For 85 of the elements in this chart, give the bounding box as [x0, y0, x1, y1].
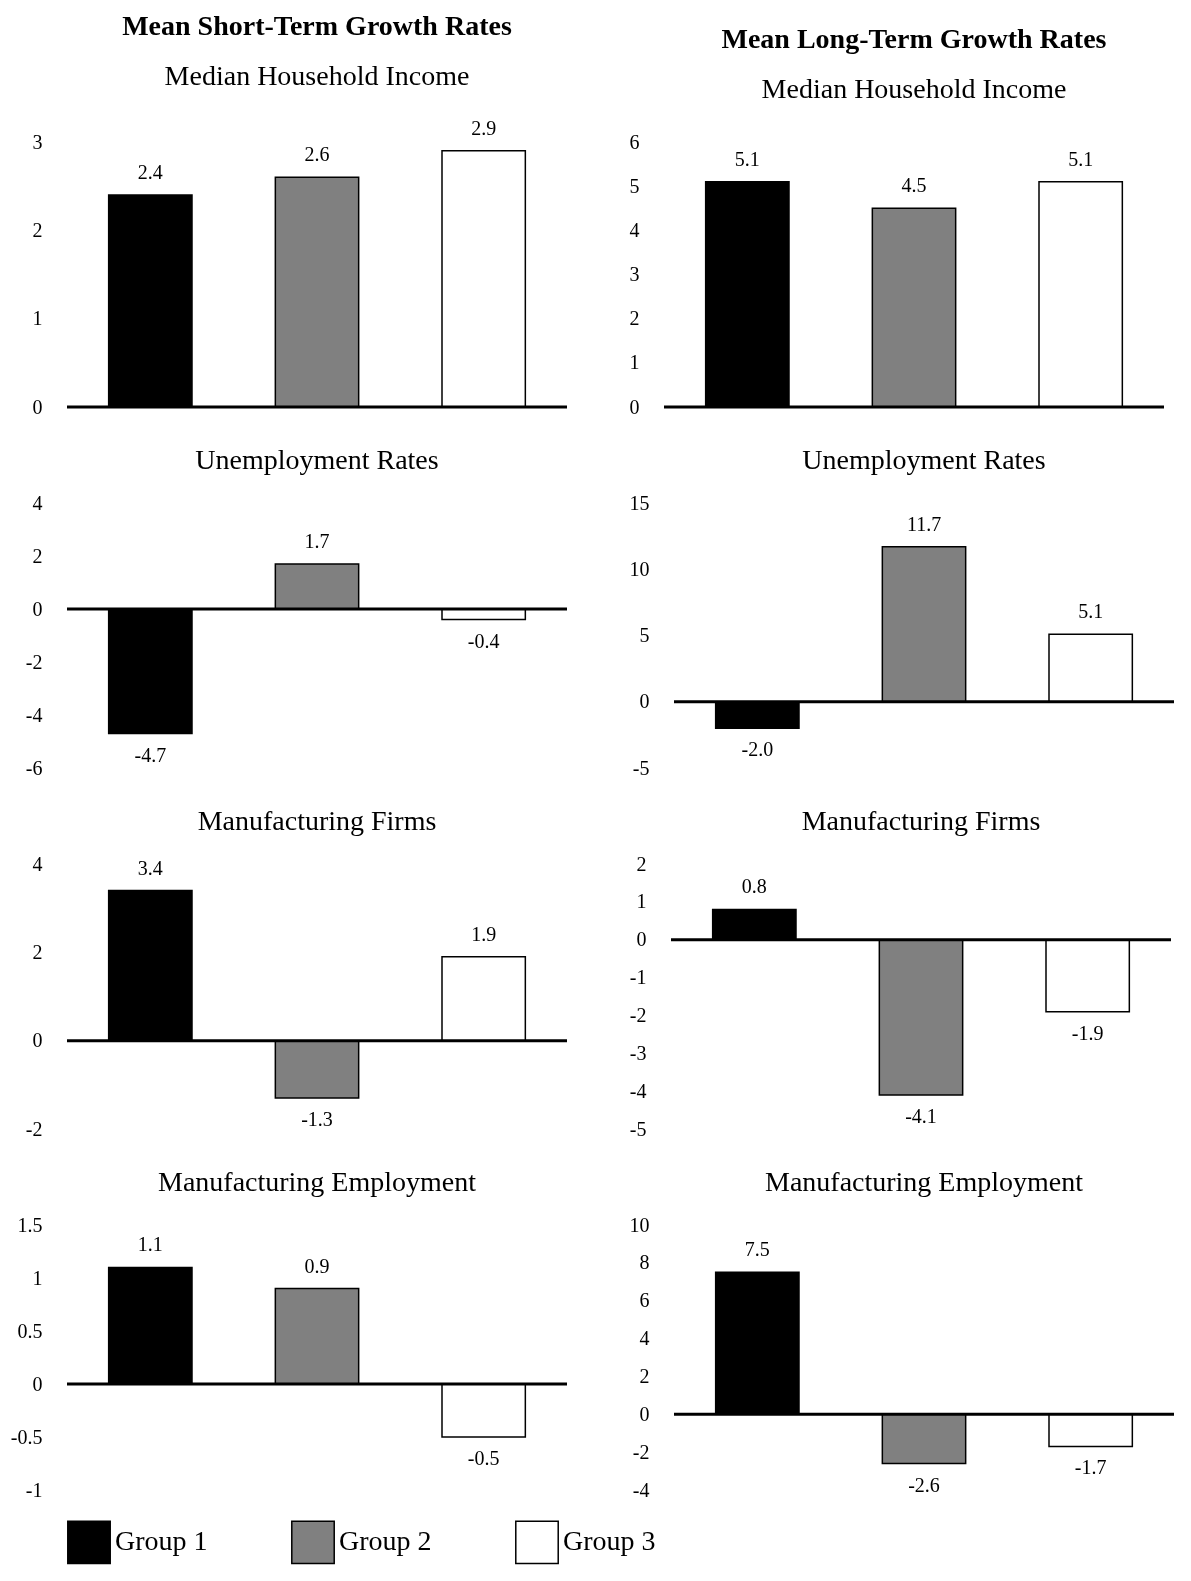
y-tick-label: 1.5	[17, 1213, 43, 1236]
data-label: -2.6	[908, 1473, 940, 1496]
data-label: -0.5	[467, 1447, 500, 1469]
y-tick-label: 0.5	[17, 1319, 43, 1342]
y-tick-label: 8	[639, 1251, 650, 1274]
y-tick-label: 1	[32, 1266, 43, 1289]
y-tick-label: -6	[25, 756, 43, 779]
y-tick-label: 6	[639, 1289, 650, 1312]
y-tick-label: 1	[32, 307, 43, 330]
y-tick-label: -2	[632, 1440, 650, 1463]
chart-subtitle: Median Household Income	[761, 73, 1067, 104]
y-tick-label: 4	[32, 852, 43, 875]
data-label: 1.1	[137, 1233, 163, 1256]
y-tick-label: 10	[629, 557, 650, 580]
data-label: 4.5	[901, 174, 927, 197]
y-tick-label: -4	[632, 1478, 650, 1501]
chart-title: Unemployment Rates	[802, 444, 1046, 475]
chart-title: Mean Long-Term Growth Rates	[721, 23, 1107, 54]
y-tick-label: 15	[629, 491, 650, 514]
y-tick-label: 3	[32, 130, 43, 153]
y-tick-label: -2	[25, 650, 43, 673]
data-label: 0.8	[741, 875, 767, 898]
data-label: 3.4	[137, 856, 163, 879]
y-tick-label: 2	[639, 1364, 650, 1387]
chart-subtitle: Median Household Income	[164, 59, 470, 91]
y-tick-label: 6	[629, 130, 640, 153]
y-tick-label: 1	[629, 351, 640, 374]
y-tick-label: -2	[25, 1117, 43, 1140]
y-tick-label: -4	[629, 1079, 647, 1102]
data-label: 1.9	[471, 922, 497, 945]
y-tick-label: 2	[636, 852, 647, 875]
y-tick-label: 4	[629, 218, 640, 241]
y-tick-label: 5	[629, 174, 640, 197]
data-label: 11.7	[906, 512, 942, 535]
legend-label: Group 3	[563, 1525, 656, 1557]
chart-title: Manufacturing Employment	[157, 1166, 477, 1197]
y-tick-label: -4	[25, 703, 43, 726]
chart-title: Mean Short-Term Growth Rates	[122, 9, 512, 41]
y-tick-label: 0	[639, 690, 650, 713]
legend-label: Group 2	[339, 1525, 432, 1557]
data-label: -1.3	[301, 1108, 333, 1131]
data-label: 5.1	[734, 147, 760, 170]
y-tick-label: 2	[32, 940, 43, 963]
legend-label: Group 1	[115, 1525, 208, 1557]
y-tick-label: -1	[629, 966, 647, 989]
data-label: 5.1	[1078, 600, 1104, 623]
y-tick-label: -3	[629, 1041, 647, 1064]
data-label: 2.6	[304, 143, 330, 166]
y-tick-label: 4	[32, 491, 43, 514]
data-label: 7.5	[744, 1238, 770, 1261]
data-label: -0.4	[467, 629, 500, 652]
y-tick-label: 5	[639, 624, 650, 646]
y-tick-label: -1	[25, 1478, 43, 1501]
y-tick-label: 10	[629, 1213, 650, 1236]
data-label: -2.0	[741, 738, 774, 761]
y-tick-label: -5	[632, 756, 650, 779]
y-tick-label: 0	[636, 928, 647, 951]
y-tick-label: 0	[32, 395, 43, 418]
y-tick-label: 2	[32, 544, 43, 567]
y-tick-label: 0	[639, 1402, 650, 1425]
data-label: 1.7	[304, 529, 330, 552]
y-tick-label: 3	[629, 263, 640, 285]
data-label: -1.7	[1074, 1456, 1107, 1479]
y-tick-label: 4	[639, 1327, 650, 1350]
chart-title: Unemployment Rates	[195, 444, 439, 475]
chart-title: Manufacturing Employment	[764, 1166, 1084, 1197]
data-label: 2.9	[471, 116, 497, 139]
y-tick-label: -0.5	[10, 1425, 43, 1448]
y-tick-label: -5	[629, 1117, 647, 1140]
data-label: -4.7	[134, 743, 167, 766]
data-label: 2.4	[137, 161, 163, 183]
chart-title: Manufacturing Firms	[197, 805, 437, 836]
y-tick-label: 0	[32, 597, 43, 620]
data-label: -1.9	[1071, 1021, 1104, 1044]
y-tick-label: 1	[636, 890, 647, 913]
y-tick-label: 0	[629, 395, 640, 418]
chart-title: Manufacturing Firms	[801, 805, 1041, 836]
y-tick-label: 0	[32, 1372, 43, 1395]
y-tick-label: -2	[629, 1003, 647, 1026]
y-tick-label: 0	[32, 1029, 43, 1052]
data-label: 0.9	[304, 1254, 330, 1277]
y-tick-label: 2	[629, 307, 640, 330]
y-tick-label: 2	[32, 218, 43, 241]
data-label: 5.1	[1068, 147, 1094, 170]
data-label: -4.1	[905, 1104, 937, 1127]
